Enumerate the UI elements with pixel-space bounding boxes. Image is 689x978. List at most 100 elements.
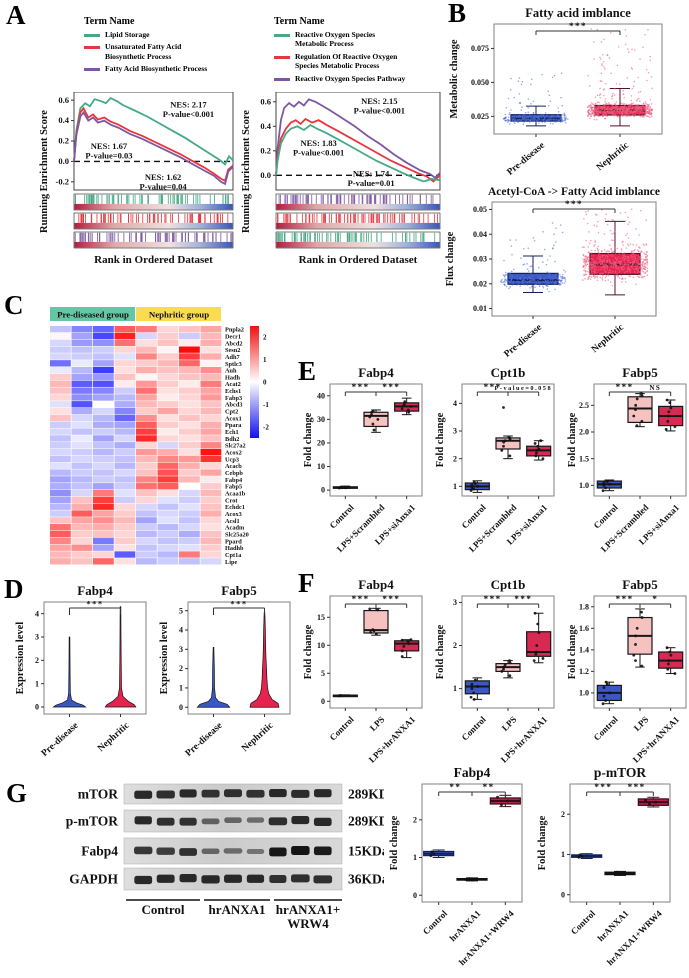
heatmap-cell <box>157 366 179 374</box>
fabp5-violin: 0 1 2 3 4 5 Fabp5 Expression level *** Pre-diseas… <box>156 584 301 782</box>
y-tick-label: 2.5 <box>579 401 589 410</box>
heatmap-cell <box>50 483 71 490</box>
heatmap-cell <box>93 455 114 463</box>
fabp4-sianxa1-boxplot: 0 10 20 30 40 Fabp4 Fold change *** *** Control LP… <box>300 364 428 574</box>
gene-heatmap: Pre-diseased group Nephritic group Pnpla2 D… <box>10 294 300 584</box>
y-tick-label: 0 <box>413 891 417 900</box>
heatmap-cell <box>136 462 157 469</box>
blot-band <box>223 848 243 854</box>
y-tick-label: 1.2 <box>579 667 589 676</box>
heatmap-cell <box>200 360 222 367</box>
heatmap-cell <box>50 353 71 360</box>
y-axis-label: Fold change <box>567 624 578 679</box>
blot-band <box>201 818 220 825</box>
blot-band <box>156 817 175 826</box>
blot-band <box>291 789 310 798</box>
heatmap-cell <box>136 496 157 504</box>
heatmap-cell <box>71 530 93 538</box>
blot-group-label: hrANXA1 <box>208 902 265 917</box>
colorbar-tick-label: 2 <box>263 334 267 342</box>
gene-label: Auh <box>225 368 237 375</box>
x-category-label: LPS <box>368 714 387 733</box>
heatmap-cell <box>93 326 114 333</box>
significance-label: *** <box>230 599 247 609</box>
plot-frame <box>329 383 423 497</box>
panel-b-label: B <box>448 0 467 28</box>
svg-text:P-value<0.001: P-value<0.001 <box>354 105 405 115</box>
group-header-label: Pre-diseased group <box>57 310 129 320</box>
heatmap-cell <box>71 373 93 381</box>
heatmap-cell <box>114 346 136 353</box>
heatmap-cell <box>136 469 157 476</box>
heatmap-cell <box>136 483 157 490</box>
blot-band <box>313 875 333 884</box>
y-axis-label: Fold change <box>537 815 548 870</box>
heatmap-cell <box>157 380 179 387</box>
y-tick-label: 2 <box>35 656 39 665</box>
heatmap-cell <box>93 346 114 353</box>
chart-title: Cpt1b <box>491 365 526 380</box>
heatmap-cell <box>93 353 114 360</box>
heatmap-cell <box>200 387 222 394</box>
heatmap-cell <box>157 387 179 394</box>
x-category-label: Control <box>460 714 489 743</box>
heatmap-cell <box>136 551 157 558</box>
heatmap-cell <box>136 326 157 333</box>
heatmap-cell <box>157 469 179 476</box>
y-tick-label: 1.0 <box>579 481 589 490</box>
chart-title: Cpt1b <box>491 577 526 592</box>
legend-swatch <box>274 55 290 59</box>
blot-row-label: Fabp4 <box>81 844 118 859</box>
heatmap-cell <box>136 366 157 374</box>
gene-label: Hadhb <box>225 545 244 552</box>
heatmap-cell <box>179 339 200 346</box>
y-tick-label: 1 <box>413 853 417 862</box>
gsea-lipid-plot: Term Name Lipid Storage Unsaturated Fatty … <box>38 14 238 286</box>
gene-label: Acadm <box>225 525 245 532</box>
group-header <box>136 307 221 321</box>
svg-text:0.2: 0.2 <box>260 145 271 155</box>
blot-band <box>313 846 332 856</box>
heatmap-cell <box>50 517 71 524</box>
heatmap-cell <box>136 558 157 565</box>
heatmap-cell <box>93 462 114 469</box>
heatmap-cell <box>93 489 114 497</box>
heatmap-cell <box>157 394 179 401</box>
heatmap-cell <box>179 544 200 551</box>
gene-label: Acox2 <box>225 450 242 457</box>
flux-change-boxplot: 0.01 0.02 0.03 0.04 0.05 Acetyl-CoA -> Fatty … <box>442 182 689 360</box>
kda-label: 289KDa <box>348 814 384 829</box>
kda-label: 36KDa <box>348 872 384 887</box>
heatmap-cell <box>114 326 136 333</box>
d_fabp4-svg: 0 1 2 3 4 Fabp4 Expression level *** Pre-disease… <box>15 584 147 759</box>
blot-band <box>179 789 197 798</box>
heatmap-cell <box>114 407 136 415</box>
legend-swatch <box>84 68 100 72</box>
nes-annotation: NES: 2.17 <box>170 100 207 110</box>
heatmap-cell <box>114 476 136 483</box>
heatmap-cell <box>50 442 71 449</box>
y-tick-label: 0.050 <box>471 78 489 87</box>
heatmap-cell <box>114 551 136 558</box>
heatmap-cell <box>50 414 71 422</box>
fabp4-wb-boxplot: 0 1 2 Fabp4 Fold change ** ** Control hrANXA1 hrA… <box>386 766 536 978</box>
gene-label: Hadh <box>225 374 241 381</box>
heatmap-cell <box>136 428 157 435</box>
heatmap-cell <box>157 489 179 497</box>
gene-label: Fabp3 <box>225 395 242 402</box>
blot-band <box>246 817 265 823</box>
y-axis-label: Fold change <box>435 412 446 467</box>
significance-label: *** <box>484 382 502 392</box>
heatmap-cell <box>136 394 157 401</box>
heatmap-cell <box>50 394 71 401</box>
x-category-label: Control <box>421 908 450 937</box>
heatmap-cell <box>71 489 93 497</box>
heatmap-cell <box>157 462 179 469</box>
gene-label: Abcd3 <box>225 402 243 409</box>
heatmap-cell <box>136 401 157 408</box>
y-axis-label: Fold change <box>303 624 314 679</box>
blot-band <box>201 875 220 884</box>
enrichment-curve <box>73 106 234 183</box>
